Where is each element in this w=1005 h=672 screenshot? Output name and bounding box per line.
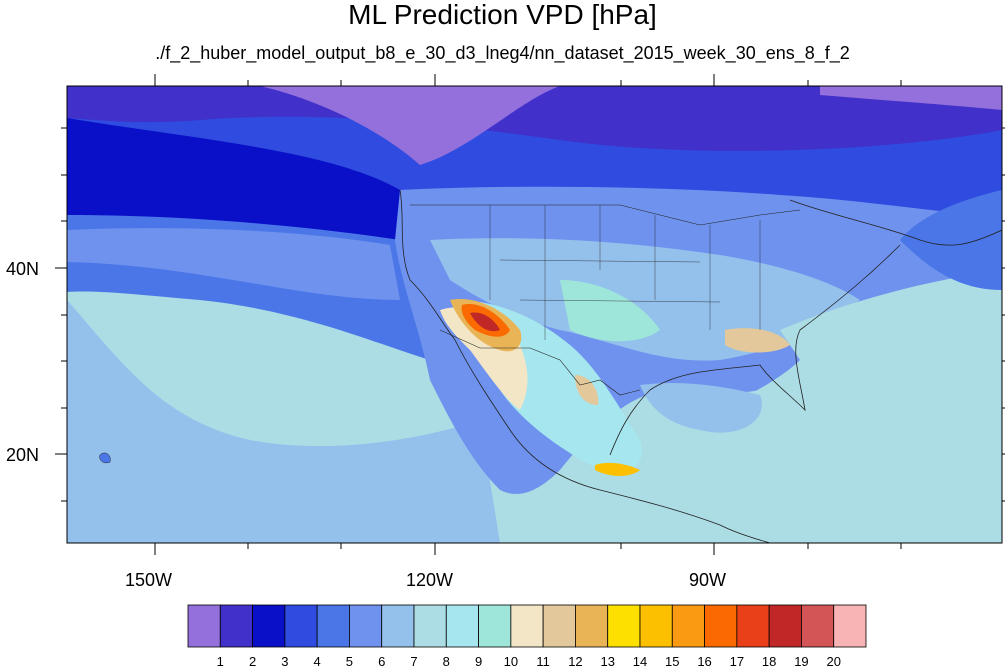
colorbar-swatch (671, 604, 705, 648)
axis-ticks (55, 74, 1005, 555)
canada-border (410, 204, 801, 226)
colorbar-swatch (801, 604, 835, 648)
colorbar-tick-label: 18 (761, 654, 777, 669)
colorbar-tick-label: 17 (729, 654, 745, 669)
colorbar-swatch (316, 604, 350, 648)
chart-subtitle: ./f_2_huber_model_output_b8_e_30_d3_lneg… (155, 43, 850, 63)
colorbar-tick-label: 13 (600, 654, 615, 669)
colorbar-tick-label: 7 (410, 654, 418, 669)
pacific-coastline (399, 189, 771, 543)
colorbar-tick-label: 20 (826, 654, 841, 669)
state-borders (489, 205, 761, 340)
colorbar-swatch (704, 604, 738, 648)
colorbar-tick-label: 6 (378, 654, 386, 669)
colorbar-swatch (413, 604, 447, 648)
colorbar-tick-label: 9 (474, 654, 483, 669)
colorbar-swatch (510, 604, 544, 648)
colorbar-tick-label: 5 (345, 654, 354, 669)
colorbar-swatch (575, 604, 609, 648)
colorbar-tick-label: 15 (665, 654, 680, 669)
mexico-border (439, 329, 641, 396)
colorbar-tick-label: 1 (216, 654, 224, 669)
colorbar-tick-label: 2 (248, 654, 257, 669)
colorbar-swatch (252, 604, 286, 648)
colorbar-swatch (445, 604, 479, 648)
colorbar-swatch (768, 604, 802, 648)
colorbar-swatch (607, 604, 641, 648)
colorbar-tick-label: 4 (313, 654, 321, 669)
colorbar-tick-label: 14 (632, 654, 648, 669)
chart-title: ML Prediction VPD [hPa] (348, 0, 657, 30)
colorbar-swatch (381, 604, 415, 648)
vpd-field (67, 86, 1002, 543)
band-pacific-upper (67, 228, 400, 300)
colorbar-swatch (219, 604, 253, 648)
colorbar-swatch (187, 604, 221, 648)
colorbar-tick-label: 12 (568, 654, 583, 669)
colorbar-swatch (542, 604, 576, 648)
northeast-coastline (789, 199, 1002, 246)
band-top (67, 86, 1002, 151)
land-mexico-south (595, 462, 640, 476)
lon-label-90w: 90W (689, 570, 727, 590)
band-deep-north (67, 118, 415, 240)
colorbar-tick-label: 16 (697, 654, 712, 669)
lat-label-20n: 20N (6, 445, 40, 465)
gulf (640, 383, 762, 433)
colorbar-swatch (284, 604, 318, 648)
colorbar-swatch (349, 604, 383, 648)
land-desert-max (470, 312, 500, 332)
land-mexico-tan (575, 375, 599, 405)
colorbar (187, 604, 867, 648)
band-top-violet (260, 86, 560, 165)
band-top-violet-east (820, 86, 1002, 110)
band-pacific-south (67, 300, 500, 543)
colorbar-swatch (736, 604, 770, 648)
colorbar-swatch (478, 604, 512, 648)
lon-label-150w: 150W (125, 570, 173, 590)
land-texas (560, 280, 660, 342)
gulf-coastline (609, 244, 901, 456)
lat-label-40n: 40N (6, 259, 40, 279)
colorbar-tick-label: 19 (794, 654, 809, 669)
band-pacific-patch (140, 360, 368, 410)
colorbar-tick-label: 3 (281, 654, 289, 669)
land-southeast-tan (725, 328, 790, 353)
colorbar-tick-label: 11 (536, 654, 550, 669)
colorbar-tick-label: 10 (503, 654, 519, 669)
colorbar-swatch (639, 604, 673, 648)
colorbar-tick-label: 8 (442, 654, 450, 669)
hawaii (99, 452, 111, 464)
atlantic-north (900, 190, 1002, 290)
atlantic (700, 270, 1002, 543)
colorbar-swatch (833, 604, 867, 648)
lon-label-120w: 120W (406, 570, 454, 590)
